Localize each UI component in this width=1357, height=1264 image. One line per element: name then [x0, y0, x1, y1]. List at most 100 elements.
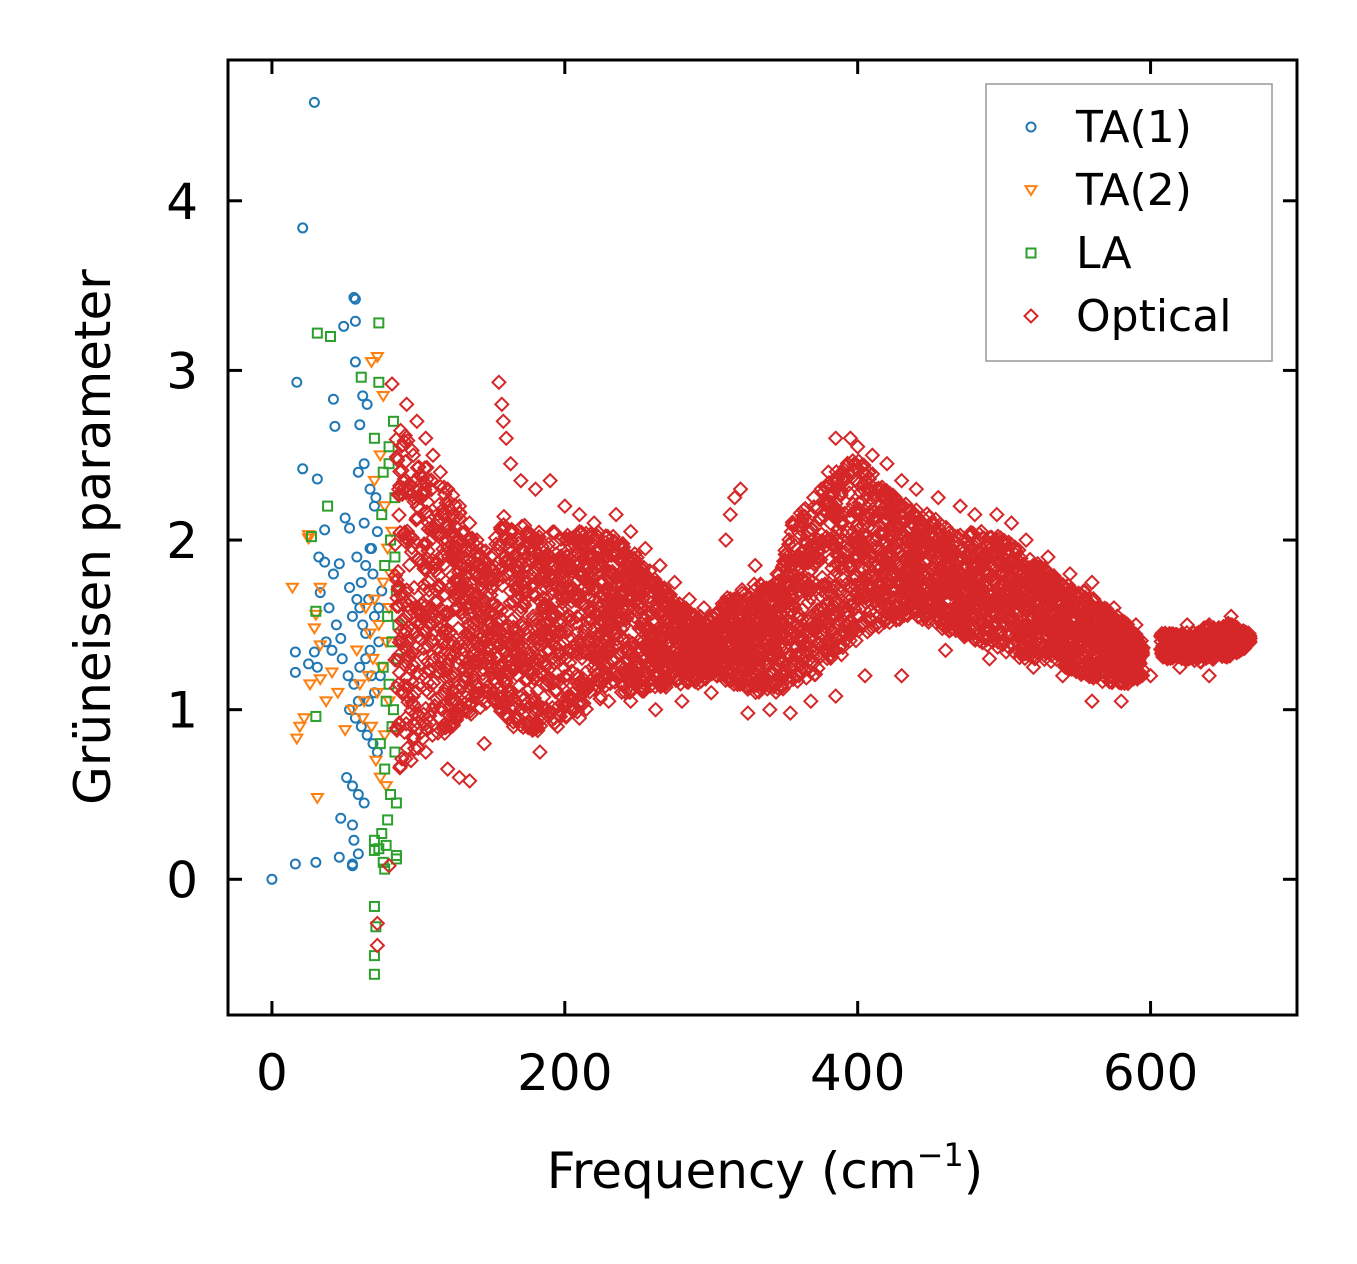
data-point-optical	[752, 641, 769, 658]
data-point-optical	[604, 604, 621, 621]
data-point-ta1	[351, 551, 363, 563]
data-point-optical	[405, 447, 422, 464]
data-point-la	[376, 827, 388, 839]
data-point-ta1	[371, 526, 383, 538]
data-point-la	[322, 500, 334, 512]
data-point-optical	[651, 674, 668, 691]
data-point-optical	[755, 676, 772, 693]
data-point-ta2	[307, 623, 322, 636]
data-point-la	[325, 330, 337, 342]
data-point-optical	[495, 568, 512, 585]
data-point-optical	[507, 699, 524, 716]
data-point-optical	[411, 676, 428, 693]
data-point-optical	[807, 537, 824, 554]
data-point-optical	[478, 644, 495, 661]
data-point-ta1	[289, 666, 301, 678]
data-point-optical	[448, 535, 465, 551]
data-point-optical	[405, 688, 421, 705]
data-point-optical	[388, 720, 405, 736]
data-point-optical	[626, 569, 643, 586]
data-point-optical	[501, 618, 518, 635]
data-point-ta1	[344, 522, 356, 534]
data-point-optical	[497, 555, 514, 572]
data-point-optical	[407, 534, 424, 551]
data-point-ta2	[296, 713, 312, 725]
data-point-optical	[409, 628, 426, 645]
data-point-optical	[387, 536, 404, 553]
data-point-optical	[655, 623, 672, 640]
data-point-optical	[751, 652, 768, 669]
data-point-la	[387, 704, 399, 716]
data-point-la	[355, 371, 367, 383]
data-point-optical	[394, 634, 411, 651]
data-point-ta1	[339, 512, 351, 524]
data-point-optical	[429, 506, 446, 523]
data-point-optical	[499, 603, 516, 620]
data-point-ta2	[330, 687, 346, 700]
data-point-optical	[616, 684, 633, 701]
data-point-optical	[645, 645, 662, 662]
data-point-optical	[488, 536, 505, 553]
data-point-optical	[733, 637, 749, 654]
data-point-optical	[678, 661, 695, 678]
data-point-optical	[471, 647, 487, 664]
data-point-optical	[484, 664, 501, 681]
data-point-optical	[540, 536, 557, 553]
data-point-optical	[419, 654, 436, 671]
data-point-ta1	[342, 670, 354, 682]
data-point-ta1	[310, 856, 322, 868]
data-point-ta1	[357, 390, 369, 402]
data-point-optical	[392, 758, 409, 774]
data-point-optical	[426, 698, 443, 714]
data-point-optical	[689, 627, 706, 644]
data-point-optical	[404, 442, 420, 459]
data-point-optical	[662, 586, 679, 603]
data-point-optical	[398, 582, 415, 598]
data-point-ta1	[297, 463, 309, 475]
data-point-optical	[566, 546, 583, 563]
data-point-optical	[603, 547, 620, 564]
data-point-optical	[628, 601, 645, 618]
data-point-optical	[448, 545, 464, 562]
data-point-optical	[748, 596, 764, 612]
data-point-la	[377, 661, 389, 673]
data-point-optical	[393, 750, 410, 767]
data-point-optical	[647, 599, 664, 616]
data-point-la	[373, 376, 385, 388]
data-point-optical	[554, 578, 571, 595]
data-point-optical	[525, 587, 542, 603]
data-point-optical	[503, 684, 519, 701]
data-point-ta1	[346, 860, 358, 872]
data-point-ta1	[335, 632, 347, 644]
data-point-optical	[588, 527, 605, 544]
data-point-ta1	[289, 646, 301, 658]
data-point-ta2	[378, 636, 394, 649]
data-point-optical	[521, 530, 538, 547]
data-point-optical	[502, 594, 519, 611]
data-point-optical	[785, 671, 801, 688]
data-point-optical	[609, 668, 626, 684]
data-point-optical	[623, 574, 640, 591]
data-point-optical	[634, 680, 651, 697]
data-point-optical	[406, 740, 423, 757]
data-point-optical	[674, 602, 691, 619]
data-point-la	[387, 415, 399, 427]
data-point-optical	[537, 700, 554, 717]
data-point-optical	[456, 673, 472, 690]
data-point-optical	[447, 580, 464, 597]
data-point-optical	[789, 563, 806, 579]
data-point-ta1	[361, 398, 373, 410]
data-point-ta1	[355, 576, 367, 588]
data-point-optical	[559, 688, 576, 705]
data-point-la	[389, 551, 401, 563]
data-point-ta2	[364, 721, 379, 734]
data-point-ta1	[333, 851, 345, 863]
data-point-optical	[416, 535, 433, 552]
data-point-optical	[667, 627, 683, 644]
data-point-optical	[525, 608, 541, 625]
data-point-optical	[486, 621, 502, 638]
data-point-ta1	[352, 466, 364, 478]
data-point-optical	[629, 554, 645, 571]
data-point-ta1	[367, 738, 379, 750]
data-point-optical	[735, 624, 752, 640]
